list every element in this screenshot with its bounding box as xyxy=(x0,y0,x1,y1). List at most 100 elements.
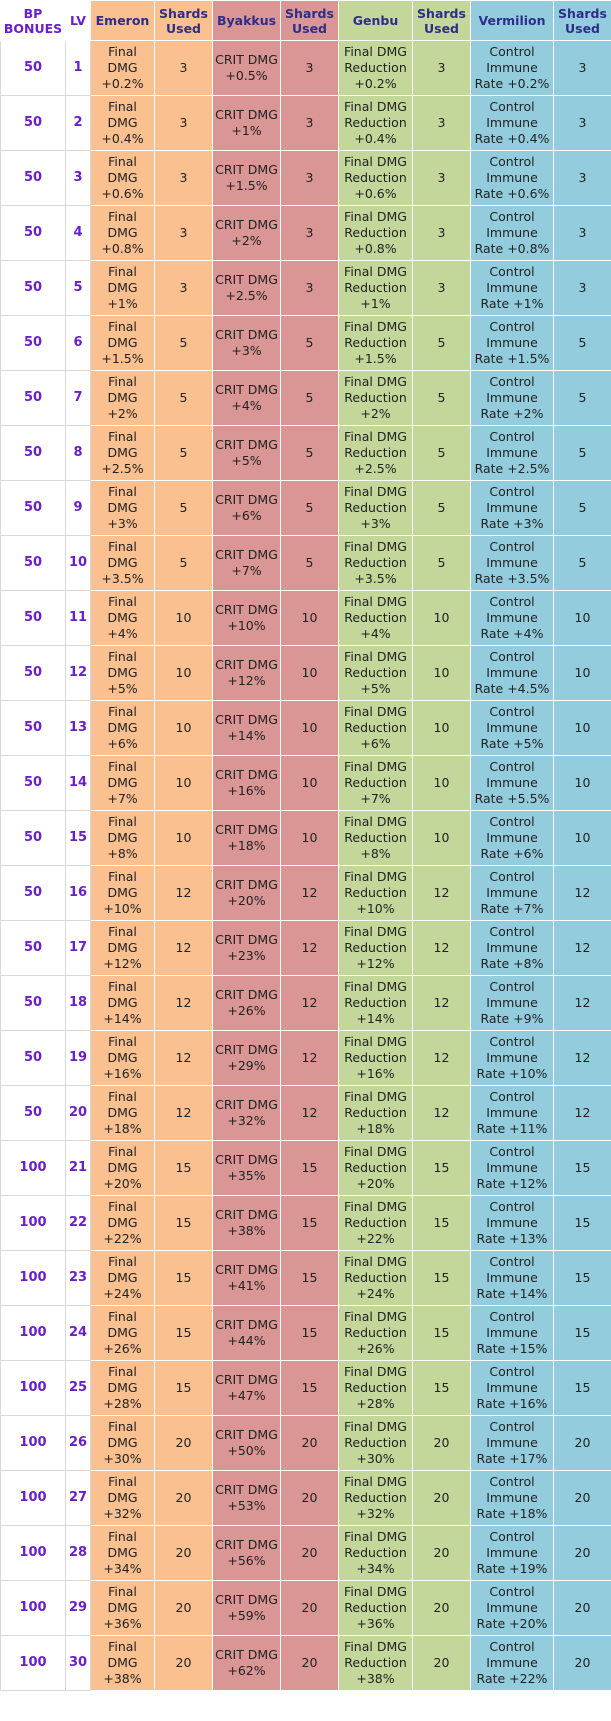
vermilion-cell: Control Immune Rate +14% xyxy=(470,1250,554,1306)
vermilion-shards-cell: 15 xyxy=(553,1250,611,1306)
emeron-cell: Final DMG +24% xyxy=(90,1250,155,1306)
vermilion-shards-cell: 3 xyxy=(553,150,611,206)
table-row: 50 9 Final DMG +3% 5 CRIT DMG +6% 5 Final DMG … xyxy=(0,480,611,536)
level-cell: 28 xyxy=(65,1525,91,1581)
header-byakkus: Byakkus xyxy=(212,0,281,41)
vermilion-cell: Control Immune Rate +16% xyxy=(470,1360,554,1416)
emeron-cell: Final DMG +12% xyxy=(90,920,155,976)
table-row: 50 2 Final DMG +0.4% 3 CRIT DMG +1% 3 Final DM… xyxy=(0,95,611,151)
vermilion-cell: Control Immune Rate +5% xyxy=(470,700,554,756)
genbu-shards-cell: 12 xyxy=(412,1085,471,1141)
genbu-cell: Final DMG Reduction +0.8% xyxy=(338,205,413,261)
genbu-shards-cell: 5 xyxy=(412,370,471,426)
vermilion-shards-cell: 12 xyxy=(553,920,611,976)
table-row: 50 15 Final DMG +8% 10 CRIT DMG +18% 10 Final … xyxy=(0,810,611,866)
emeron-shards-cell: 5 xyxy=(154,315,213,371)
emeron-shards-cell: 15 xyxy=(154,1360,213,1416)
level-cell: 7 xyxy=(65,370,91,426)
emeron-cell: Final DMG +26% xyxy=(90,1305,155,1361)
level-cell: 8 xyxy=(65,425,91,481)
emeron-cell: Final DMG +36% xyxy=(90,1580,155,1636)
table-row: 100 30 Final DMG +38% 20 CRIT DMG +62% 20 Fina… xyxy=(0,1635,611,1691)
level-cell: 1 xyxy=(65,40,91,96)
genbu-cell: Final DMG Reduction +26% xyxy=(338,1305,413,1361)
vermilion-cell: Control Immune Rate +8% xyxy=(470,920,554,976)
byakkus-cell: CRIT DMG +44% xyxy=(212,1305,281,1361)
byakkus-cell: CRIT DMG +2% xyxy=(212,205,281,261)
genbu-shards-cell: 12 xyxy=(412,920,471,976)
bp-bonus-cell: 50 xyxy=(0,205,66,261)
emeron-cell: Final DMG +0.4% xyxy=(90,95,155,151)
header-emeron-shards: Shards Used xyxy=(154,0,213,41)
emeron-cell: Final DMG +0.2% xyxy=(90,40,155,96)
genbu-cell: Final DMG Reduction +10% xyxy=(338,865,413,921)
bp-bonus-cell: 50 xyxy=(0,535,66,591)
level-cell: 21 xyxy=(65,1140,91,1196)
table-row: 50 4 Final DMG +0.8% 3 CRIT DMG +2% 3 Final DM… xyxy=(0,205,611,261)
level-cell: 29 xyxy=(65,1580,91,1636)
vermilion-cell: Control Immune Rate +4% xyxy=(470,590,554,646)
byakkus-cell: CRIT DMG +12% xyxy=(212,645,281,701)
header-row: BP BONUES LV Emeron Shards Used Byakkus … xyxy=(0,0,611,41)
emeron-shards-cell: 20 xyxy=(154,1415,213,1471)
genbu-shards-cell: 5 xyxy=(412,535,471,591)
emeron-cell: Final DMG +22% xyxy=(90,1195,155,1251)
emeron-shards-cell: 20 xyxy=(154,1525,213,1581)
level-cell: 19 xyxy=(65,1030,91,1086)
vermilion-cell: Control Immune Rate +0.6% xyxy=(470,150,554,206)
emeron-shards-cell: 10 xyxy=(154,700,213,756)
byakkus-shards-cell: 20 xyxy=(280,1580,339,1636)
level-cell: 10 xyxy=(65,535,91,591)
vermilion-shards-cell: 10 xyxy=(553,590,611,646)
level-cell: 18 xyxy=(65,975,91,1031)
vermilion-shards-cell: 3 xyxy=(553,205,611,261)
bp-bonus-cell: 50 xyxy=(0,150,66,206)
byakkus-cell: CRIT DMG +10% xyxy=(212,590,281,646)
byakkus-cell: CRIT DMG +2.5% xyxy=(212,260,281,316)
byakkus-cell: CRIT DMG +29% xyxy=(212,1030,281,1086)
genbu-shards-cell: 15 xyxy=(412,1195,471,1251)
level-cell: 9 xyxy=(65,480,91,536)
table-row: 100 23 Final DMG +24% 15 CRIT DMG +41% 15 Fina… xyxy=(0,1250,611,1306)
vermilion-shards-cell: 15 xyxy=(553,1195,611,1251)
emeron-cell: Final DMG +3.5% xyxy=(90,535,155,591)
bp-bonus-cell: 100 xyxy=(0,1580,66,1636)
genbu-shards-cell: 20 xyxy=(412,1470,471,1526)
level-cell: 5 xyxy=(65,260,91,316)
byakkus-shards-cell: 3 xyxy=(280,205,339,261)
byakkus-cell: CRIT DMG +0.5% xyxy=(212,40,281,96)
table-row: 100 27 Final DMG +32% 20 CRIT DMG +53% 20 Fina… xyxy=(0,1470,611,1526)
vermilion-cell: Control Immune Rate +18% xyxy=(470,1470,554,1526)
level-cell: 25 xyxy=(65,1360,91,1416)
emeron-cell: Final DMG +0.8% xyxy=(90,205,155,261)
emeron-shards-cell: 10 xyxy=(154,590,213,646)
emeron-shards-cell: 12 xyxy=(154,920,213,976)
genbu-shards-cell: 3 xyxy=(412,150,471,206)
emeron-cell: Final DMG +0.6% xyxy=(90,150,155,206)
emeron-shards-cell: 15 xyxy=(154,1195,213,1251)
vermilion-cell: Control Immune Rate +9% xyxy=(470,975,554,1031)
vermilion-cell: Control Immune Rate +1.5% xyxy=(470,315,554,371)
level-cell: 2 xyxy=(65,95,91,151)
vermilion-cell: Control Immune Rate +5.5% xyxy=(470,755,554,811)
bp-bonus-cell: 50 xyxy=(0,1085,66,1141)
vermilion-shards-cell: 3 xyxy=(553,40,611,96)
emeron-cell: Final DMG +5% xyxy=(90,645,155,701)
emeron-shards-cell: 10 xyxy=(154,810,213,866)
header-genbu-shards: Shards Used xyxy=(412,0,471,41)
vermilion-cell: Control Immune Rate +3.5% xyxy=(470,535,554,591)
vermilion-cell: Control Immune Rate +20% xyxy=(470,1580,554,1636)
genbu-shards-cell: 12 xyxy=(412,865,471,921)
vermilion-cell: Control Immune Rate +12% xyxy=(470,1140,554,1196)
header-lv: LV xyxy=(65,0,91,41)
vermilion-shards-cell: 3 xyxy=(553,95,611,151)
bp-bonus-cell: 100 xyxy=(0,1305,66,1361)
bp-bonus-cell: 50 xyxy=(0,645,66,701)
emeron-cell: Final DMG +3% xyxy=(90,480,155,536)
vermilion-cell: Control Immune Rate +3% xyxy=(470,480,554,536)
table-row: 100 29 Final DMG +36% 20 CRIT DMG +59% 20 Fina… xyxy=(0,1580,611,1636)
genbu-shards-cell: 5 xyxy=(412,480,471,536)
byakkus-cell: CRIT DMG +62% xyxy=(212,1635,281,1691)
table-row: 100 21 Final DMG +20% 15 CRIT DMG +35% 15 Fina… xyxy=(0,1140,611,1196)
header-vermilion-shards: Shards Used xyxy=(553,0,611,41)
